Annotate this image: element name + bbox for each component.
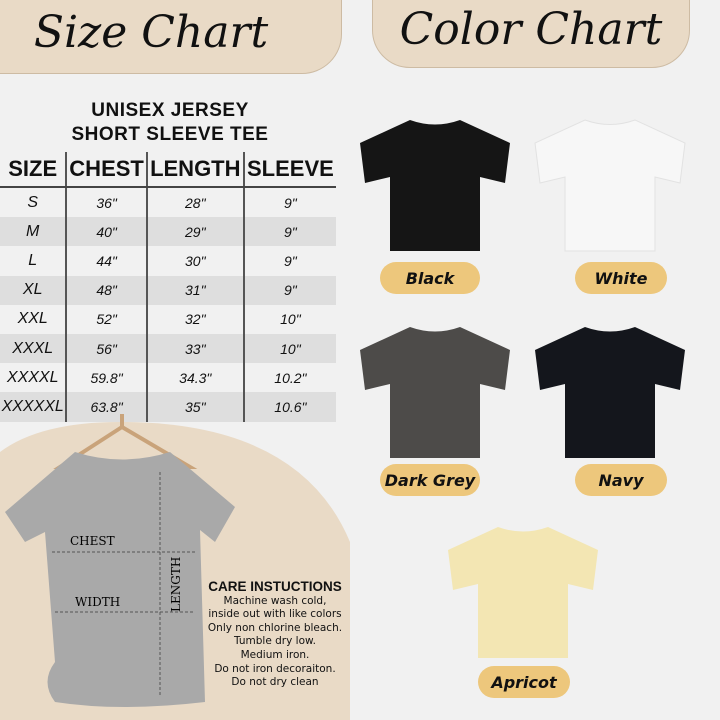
care-line: Machine wash cold, [223,594,327,607]
sleeve-cell: 10" [242,304,336,334]
chest-cell: 56" [65,333,147,364]
tee-black [360,120,510,251]
chest-label: CHEST [70,534,115,548]
color-label: Apricot [478,666,570,698]
color-label: Dark Grey [380,464,480,496]
length-cell: 34.3" [145,363,244,393]
chest-cell: 36" [65,187,147,218]
length-label: LENGTH [169,557,183,612]
table-row: L 44" 30" 9" [0,246,336,276]
table-title-line1: UNISEX JERSEY [91,100,249,121]
chest-cell: 52" [65,304,147,334]
length-cell: 35" [145,392,244,422]
length-cell: 30" [145,246,244,276]
size-cell: XL [0,275,67,305]
table-row: M 40" 29" 9" [0,217,336,247]
tee-dark-grey [360,327,510,458]
table-header-row: SIZE CHEST LENGTH SLEEVE [0,152,336,188]
col-size: SIZE [0,152,67,188]
care-line: inside out with like colors [208,608,342,621]
tee-white [534,119,686,252]
chest-cell: 40" [65,217,147,247]
table-row: XXL 52" 32" 10" [0,304,336,334]
care-instructions: CARE INSTUCTIONS Machine wash cold, insid… [195,580,355,690]
color-chart-heading: Color Chart [372,0,690,68]
sleeve-cell: 10.2" [242,363,336,393]
size-cell: XXXL [0,333,67,364]
tee-navy [535,327,685,458]
care-title: CARE INSTUCTIONS [208,579,342,594]
tee-apricot [448,527,598,658]
width-label: WIDTH [75,595,120,609]
table-row: XXXXXL 63.8" 35" 10.6" [0,392,336,422]
table-row: XXXL 56" 33" 10" [0,333,336,364]
color-label: Navy [575,464,667,496]
length-cell: 31" [145,275,244,305]
tee-diagram: CHEST WIDTH LENGTH [0,414,350,720]
length-cell: 29" [145,217,244,247]
gray-tee [5,452,235,707]
chest-cell: 63.8" [65,392,147,422]
size-cell: XXXXXL [0,392,67,422]
sleeve-cell: 9" [242,217,336,247]
length-cell: 33" [145,333,244,364]
col-sleeve: SLEEVE [242,152,336,188]
size-cell: S [27,193,39,211]
color-label: Black [380,262,480,294]
sleeve-cell: 10.6" [242,392,336,422]
length-cell: 32" [145,304,244,334]
size-chart-heading: Size Chart [0,0,342,74]
table-row: XL 48" 31" 9" [0,275,336,305]
care-line: Do not iron decoraiton. [214,662,336,675]
table-row: XXXXL 59.8" 34.3" 10.2" [0,363,336,393]
sleeve-cell: 9" [242,246,336,276]
color-label: White [575,262,667,294]
sleeve-cell: 9" [242,187,336,218]
col-chest: CHEST [65,152,147,188]
chest-cell: 59.8" [65,363,147,393]
care-line: Tumble dry low. [234,635,316,648]
size-cell: L [28,251,38,269]
length-cell: 28" [145,187,244,218]
table-row: S 36" 28" 9" [0,187,336,218]
chest-cell: 48" [65,275,147,305]
size-cell: M [0,217,67,247]
care-line: Do not dry clean [231,676,319,689]
care-line: Medium iron. [240,648,310,661]
care-line: Only non chlorine bleach. [207,621,343,634]
size-table: SIZE CHEST LENGTH SLEEVE S 36" 28" 9" M 40" 29… [0,152,336,422]
size-cell: XXXXL [6,368,59,386]
size-cell: XXL [17,310,48,328]
sleeve-cell: 9" [242,275,336,305]
table-title-line2: SHORT SLEEVE TEE [71,124,269,145]
col-length: LENGTH [145,152,244,188]
chest-cell: 44" [65,246,147,276]
sleeve-cell: 10" [242,333,336,364]
